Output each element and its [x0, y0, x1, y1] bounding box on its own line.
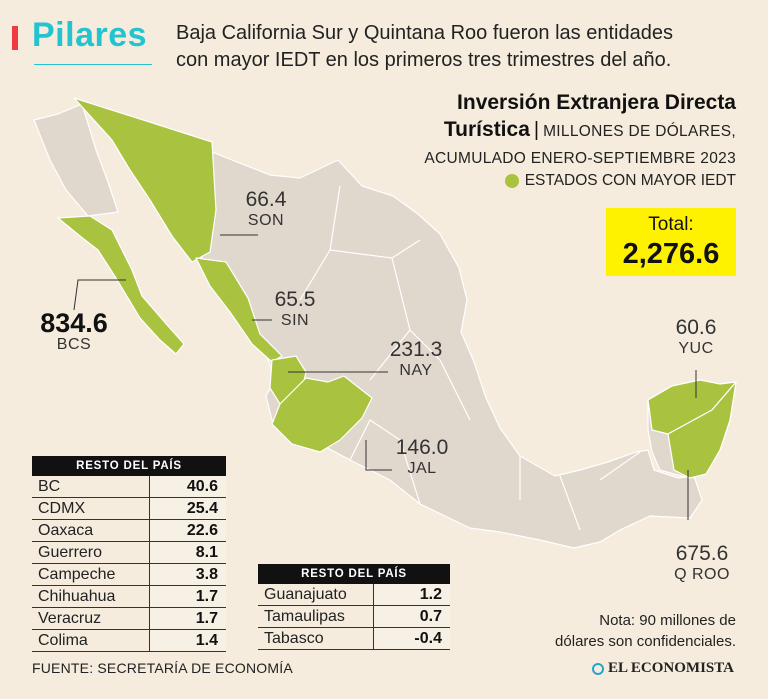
subtitle: Baja California Sur y Quintana Roo fuero…: [176, 20, 736, 74]
note-line-2: dólares son confidenciales.: [555, 633, 736, 650]
callout-qroo-abbr: Q ROO: [674, 566, 730, 583]
state-name: Guerrero: [38, 544, 103, 561]
table-row: Guerrero 8.1: [32, 542, 226, 564]
note: Nota: 90 millones de dólares son confide…: [516, 610, 736, 652]
table-row: Tamaulipas 0.7: [258, 606, 450, 628]
callout-jal-abbr: JAL: [407, 460, 437, 477]
rest-table-1: RESTO DEL PAÍS BC 40.6 CDMX 25.4 Oaxaca 22.6 G…: [32, 456, 226, 652]
state-value: -0.4: [373, 628, 450, 649]
note-line-1: Nota: 90 millones de: [599, 612, 736, 629]
chart-title: Inversión Extranjera Directa Turística | M…: [296, 89, 736, 172]
state-bcs: [57, 215, 185, 355]
state-value: 1.7: [149, 608, 226, 629]
callout-son: 66.4 SON: [228, 188, 304, 231]
callout-sin-abbr: SIN: [280, 312, 310, 329]
state-son: [73, 97, 217, 263]
callout-bcs-value: 834.6: [40, 308, 108, 338]
callout-bcs-abbr: BCS: [56, 336, 92, 353]
callout-nay-abbr: NAY: [399, 362, 433, 379]
state-value: 3.8: [149, 564, 226, 585]
state-value: 8.1: [149, 542, 226, 563]
chart-title-line-2-text: Turística: [443, 118, 530, 141]
subtitle-line-2: con mayor IEDT en los primeros tres trim…: [176, 49, 672, 71]
total-box: Total: 2,276.6: [606, 208, 736, 276]
callout-qroo: 675.6 Q ROO: [662, 542, 742, 585]
callout-sin-value: 65.5: [274, 288, 316, 311]
source: FUENTE: SECRETARÍA DE ECONOMÍA: [32, 660, 293, 676]
state-qroo: [667, 381, 737, 479]
callout-yuc-abbr: YUC: [678, 340, 714, 357]
state-jal: [271, 375, 373, 453]
state-value: 22.6: [149, 520, 226, 541]
state-value: 1.2: [373, 584, 450, 605]
table-row: Oaxaca 22.6: [32, 520, 226, 542]
state-value: 25.4: [149, 498, 226, 519]
rest-table-1-header: RESTO DEL PAÍS: [32, 456, 226, 476]
callout-nay-value: 231.3: [389, 338, 443, 361]
brand-title: Pilares: [32, 16, 148, 54]
callout-bcs: 834.6 BCS: [28, 308, 120, 355]
state-name: Oaxaca: [38, 522, 94, 539]
leader-bcs: [73, 279, 126, 311]
callout-jal-value: 146.0: [395, 436, 449, 459]
brand-accent-bar: [12, 26, 18, 50]
table-row: Campeche 3.8: [32, 564, 226, 586]
brand-underline: [34, 64, 152, 65]
legend: ESTADOS CON MAYOR IEDT: [504, 172, 736, 190]
rest-table-2-header: RESTO DEL PAÍS: [258, 564, 450, 584]
table-row: Guanajuato 1.2: [258, 584, 450, 606]
legend-label: ESTADOS CON MAYOR IEDT: [524, 172, 736, 189]
legend-dot: [504, 174, 519, 188]
chart-title-line-2: Turística | MILLONES DE DÓLARES,: [296, 116, 736, 145]
callout-sin: 65.5 SIN: [260, 288, 330, 331]
leader-jal: [365, 440, 392, 471]
callout-qroo-value: 675.6: [675, 542, 729, 565]
logo-circle-icon: [592, 662, 604, 675]
state-name: CDMX: [38, 500, 86, 517]
units-line-2: ACUMULADO ENERO-SEPTIEMBRE 2023: [424, 150, 736, 167]
total-value: 2,276.6: [622, 238, 720, 270]
state-value: 1.7: [149, 586, 226, 607]
table-row: Chihuahua 1.7: [32, 586, 226, 608]
state-name: Colima: [38, 632, 88, 649]
state-name: Tamaulipas: [264, 608, 345, 625]
units-line-1: MILLONES DE DÓLARES,: [543, 123, 736, 140]
title-separator: |: [533, 119, 540, 141]
callout-jal: 146.0 JAL: [384, 436, 460, 479]
table-row: Tabasco -0.4: [258, 628, 450, 650]
callout-son-abbr: SON: [247, 212, 285, 229]
callout-son-value: 66.4: [245, 188, 287, 211]
callout-nay: 231.3 NAY: [380, 338, 452, 381]
subtitle-line-1: Baja California Sur y Quintana Roo fuero…: [176, 22, 673, 44]
total-label: Total:: [648, 214, 694, 235]
state-borders: [299, 185, 641, 531]
state-name: Campeche: [38, 566, 116, 583]
state-name: Tabasco: [264, 630, 324, 647]
callout-yuc: 60.6 YUC: [660, 316, 732, 359]
state-name: BC: [38, 478, 61, 495]
table-row: CDMX 25.4: [32, 498, 226, 520]
table-row: Veracruz 1.7: [32, 608, 226, 630]
logo-text: EL ECONOMISTA: [608, 660, 734, 676]
state-value: 0.7: [373, 606, 450, 627]
state-name: Guanajuato: [264, 586, 347, 603]
state-name: Chihuahua: [38, 588, 116, 605]
chart-title-line-1: Inversión Extranjera Directa: [457, 91, 736, 114]
state-value: 40.6: [149, 476, 226, 497]
state-bc: [33, 103, 119, 217]
state-name: Veracruz: [38, 610, 102, 627]
state-value: 1.4: [149, 630, 226, 651]
table-row: BC 40.6: [32, 476, 226, 498]
logo: EL ECONOMISTA: [592, 660, 734, 677]
table-row: Colima 1.4: [32, 630, 226, 652]
callout-yuc-value: 60.6: [675, 316, 717, 339]
rest-table-2: RESTO DEL PAÍS Guanajuato 1.2 Tamaulipas 0.…: [258, 564, 450, 650]
